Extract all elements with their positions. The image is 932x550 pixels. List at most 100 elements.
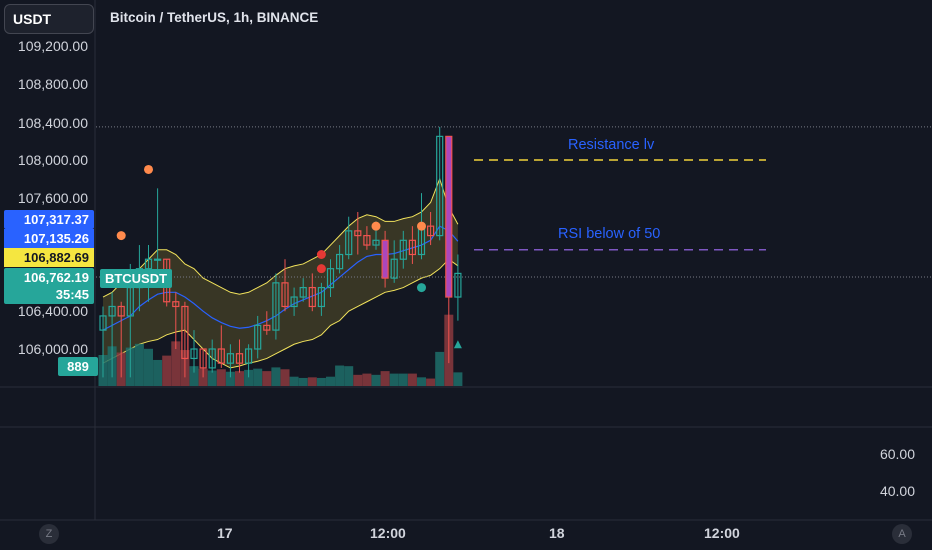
candle-body — [190, 348, 198, 360]
volume-bar — [189, 366, 199, 386]
time-label-1200-b: 12:00 — [704, 525, 740, 541]
price-label-108400: 108,400.00 — [17, 115, 88, 131]
volume-bar — [362, 373, 372, 386]
volume-bar — [371, 374, 381, 386]
bollinger-lower-line — [102, 258, 459, 369]
rsi-label-60: 60.00 — [879, 446, 915, 462]
candle-body — [99, 315, 107, 331]
price-label-109200: 109,200.00 — [17, 38, 88, 54]
candle-body — [108, 305, 116, 317]
volume-bar — [344, 366, 354, 386]
price-label-106400: 106,400.00 — [17, 303, 88, 319]
volume-bar — [326, 376, 335, 386]
price-label-107600: 107,600.00 — [17, 190, 88, 206]
volume-badge: 889 — [58, 357, 98, 376]
volume-bar — [216, 369, 226, 386]
volume-bar — [171, 341, 181, 386]
candle-body — [117, 305, 125, 317]
volume-bar — [162, 355, 172, 386]
bollinger-upper-line — [102, 177, 459, 298]
resistance-annotation[interactable]: Resistance lv — [568, 137, 655, 153]
candle-body — [263, 324, 271, 331]
volume-bar — [225, 371, 235, 386]
signal-dot — [417, 221, 426, 231]
volume-bar — [353, 374, 363, 386]
candle-body — [445, 135, 453, 298]
auto-scale-button[interactable]: A — [892, 524, 912, 544]
price-label-108000: 108,000.00 — [17, 152, 88, 168]
volume-bar — [153, 359, 163, 386]
candle-body — [299, 286, 307, 298]
volume-bar — [298, 377, 308, 386]
candle-body — [217, 348, 225, 364]
signal-dot — [316, 264, 326, 274]
candle-body — [336, 253, 344, 270]
candle-body — [326, 268, 335, 289]
candle-body — [372, 239, 380, 246]
volume-bar — [244, 369, 254, 386]
candle-body — [317, 286, 325, 308]
volume-bar — [144, 348, 153, 386]
signal-dot — [417, 283, 426, 293]
candle-body — [399, 239, 407, 260]
basis-badge: 107,135.26 — [4, 229, 94, 248]
volume-bar — [262, 371, 272, 386]
bar-countdown: 35:45 — [55, 287, 89, 302]
symbol-title: Bitcoin / TetherUS, 1h, BINANCE — [110, 10, 319, 25]
bollinger-basis-line — [102, 225, 459, 331]
time-label-18: 18 — [549, 525, 565, 541]
volume-bar — [335, 365, 345, 386]
candle-body — [199, 348, 207, 369]
volume-bar — [235, 371, 244, 386]
volume-bar — [316, 377, 326, 386]
volume-bar — [426, 378, 436, 386]
price-label-106000: 106,000.00 — [17, 341, 88, 357]
candle-body — [308, 286, 316, 308]
lower-band-badge: 106,882.69 — [4, 248, 94, 267]
signal-dot — [144, 164, 153, 174]
volume-bar — [435, 351, 445, 386]
time-label-17: 17 — [217, 525, 233, 541]
symbol-tag: BTCUSDT — [100, 269, 172, 288]
zoom-reset-button[interactable]: Z — [39, 524, 59, 544]
candle-body — [272, 282, 280, 331]
candle-body — [181, 305, 189, 360]
volume-bar — [289, 376, 299, 386]
volume-bar — [271, 367, 281, 386]
signal-triangle — [453, 340, 462, 349]
volume-bar — [280, 369, 290, 386]
volume-bar — [134, 343, 144, 386]
candle-body — [354, 230, 362, 237]
volume-bar — [398, 373, 408, 386]
currency-button[interactable]: USDT — [4, 4, 94, 34]
candle-body — [208, 348, 216, 369]
candle-body — [363, 235, 371, 246]
candle-body — [235, 353, 244, 364]
volume-bar — [307, 377, 317, 386]
candle-body — [390, 258, 398, 279]
volume-bar — [389, 373, 399, 386]
candle-body — [172, 301, 180, 308]
candle-body — [454, 272, 462, 298]
candle-body — [436, 135, 444, 237]
volume-bar — [417, 377, 426, 386]
candle-body — [254, 324, 262, 350]
candle-body — [226, 353, 234, 364]
candle-body — [408, 239, 416, 256]
volume-bar — [207, 370, 217, 386]
upper-band-badge: 107,317.37 — [4, 210, 94, 229]
candle-body — [345, 230, 353, 256]
candle-body — [281, 282, 289, 308]
time-label-1200-a: 12:00 — [370, 525, 406, 541]
candle-body — [381, 239, 389, 279]
candle-body — [290, 296, 298, 308]
candle-body — [427, 225, 435, 237]
volume-bar — [453, 372, 463, 386]
candle-body — [154, 258, 162, 261]
candle-body — [245, 348, 253, 364]
last-price-badge: 106,762.19 35:45 — [4, 268, 94, 304]
rsi-annotation[interactable]: RSI below of 50 — [558, 226, 661, 242]
signal-dot — [316, 250, 326, 259]
last-price-value: 106,762.19 — [23, 270, 89, 285]
